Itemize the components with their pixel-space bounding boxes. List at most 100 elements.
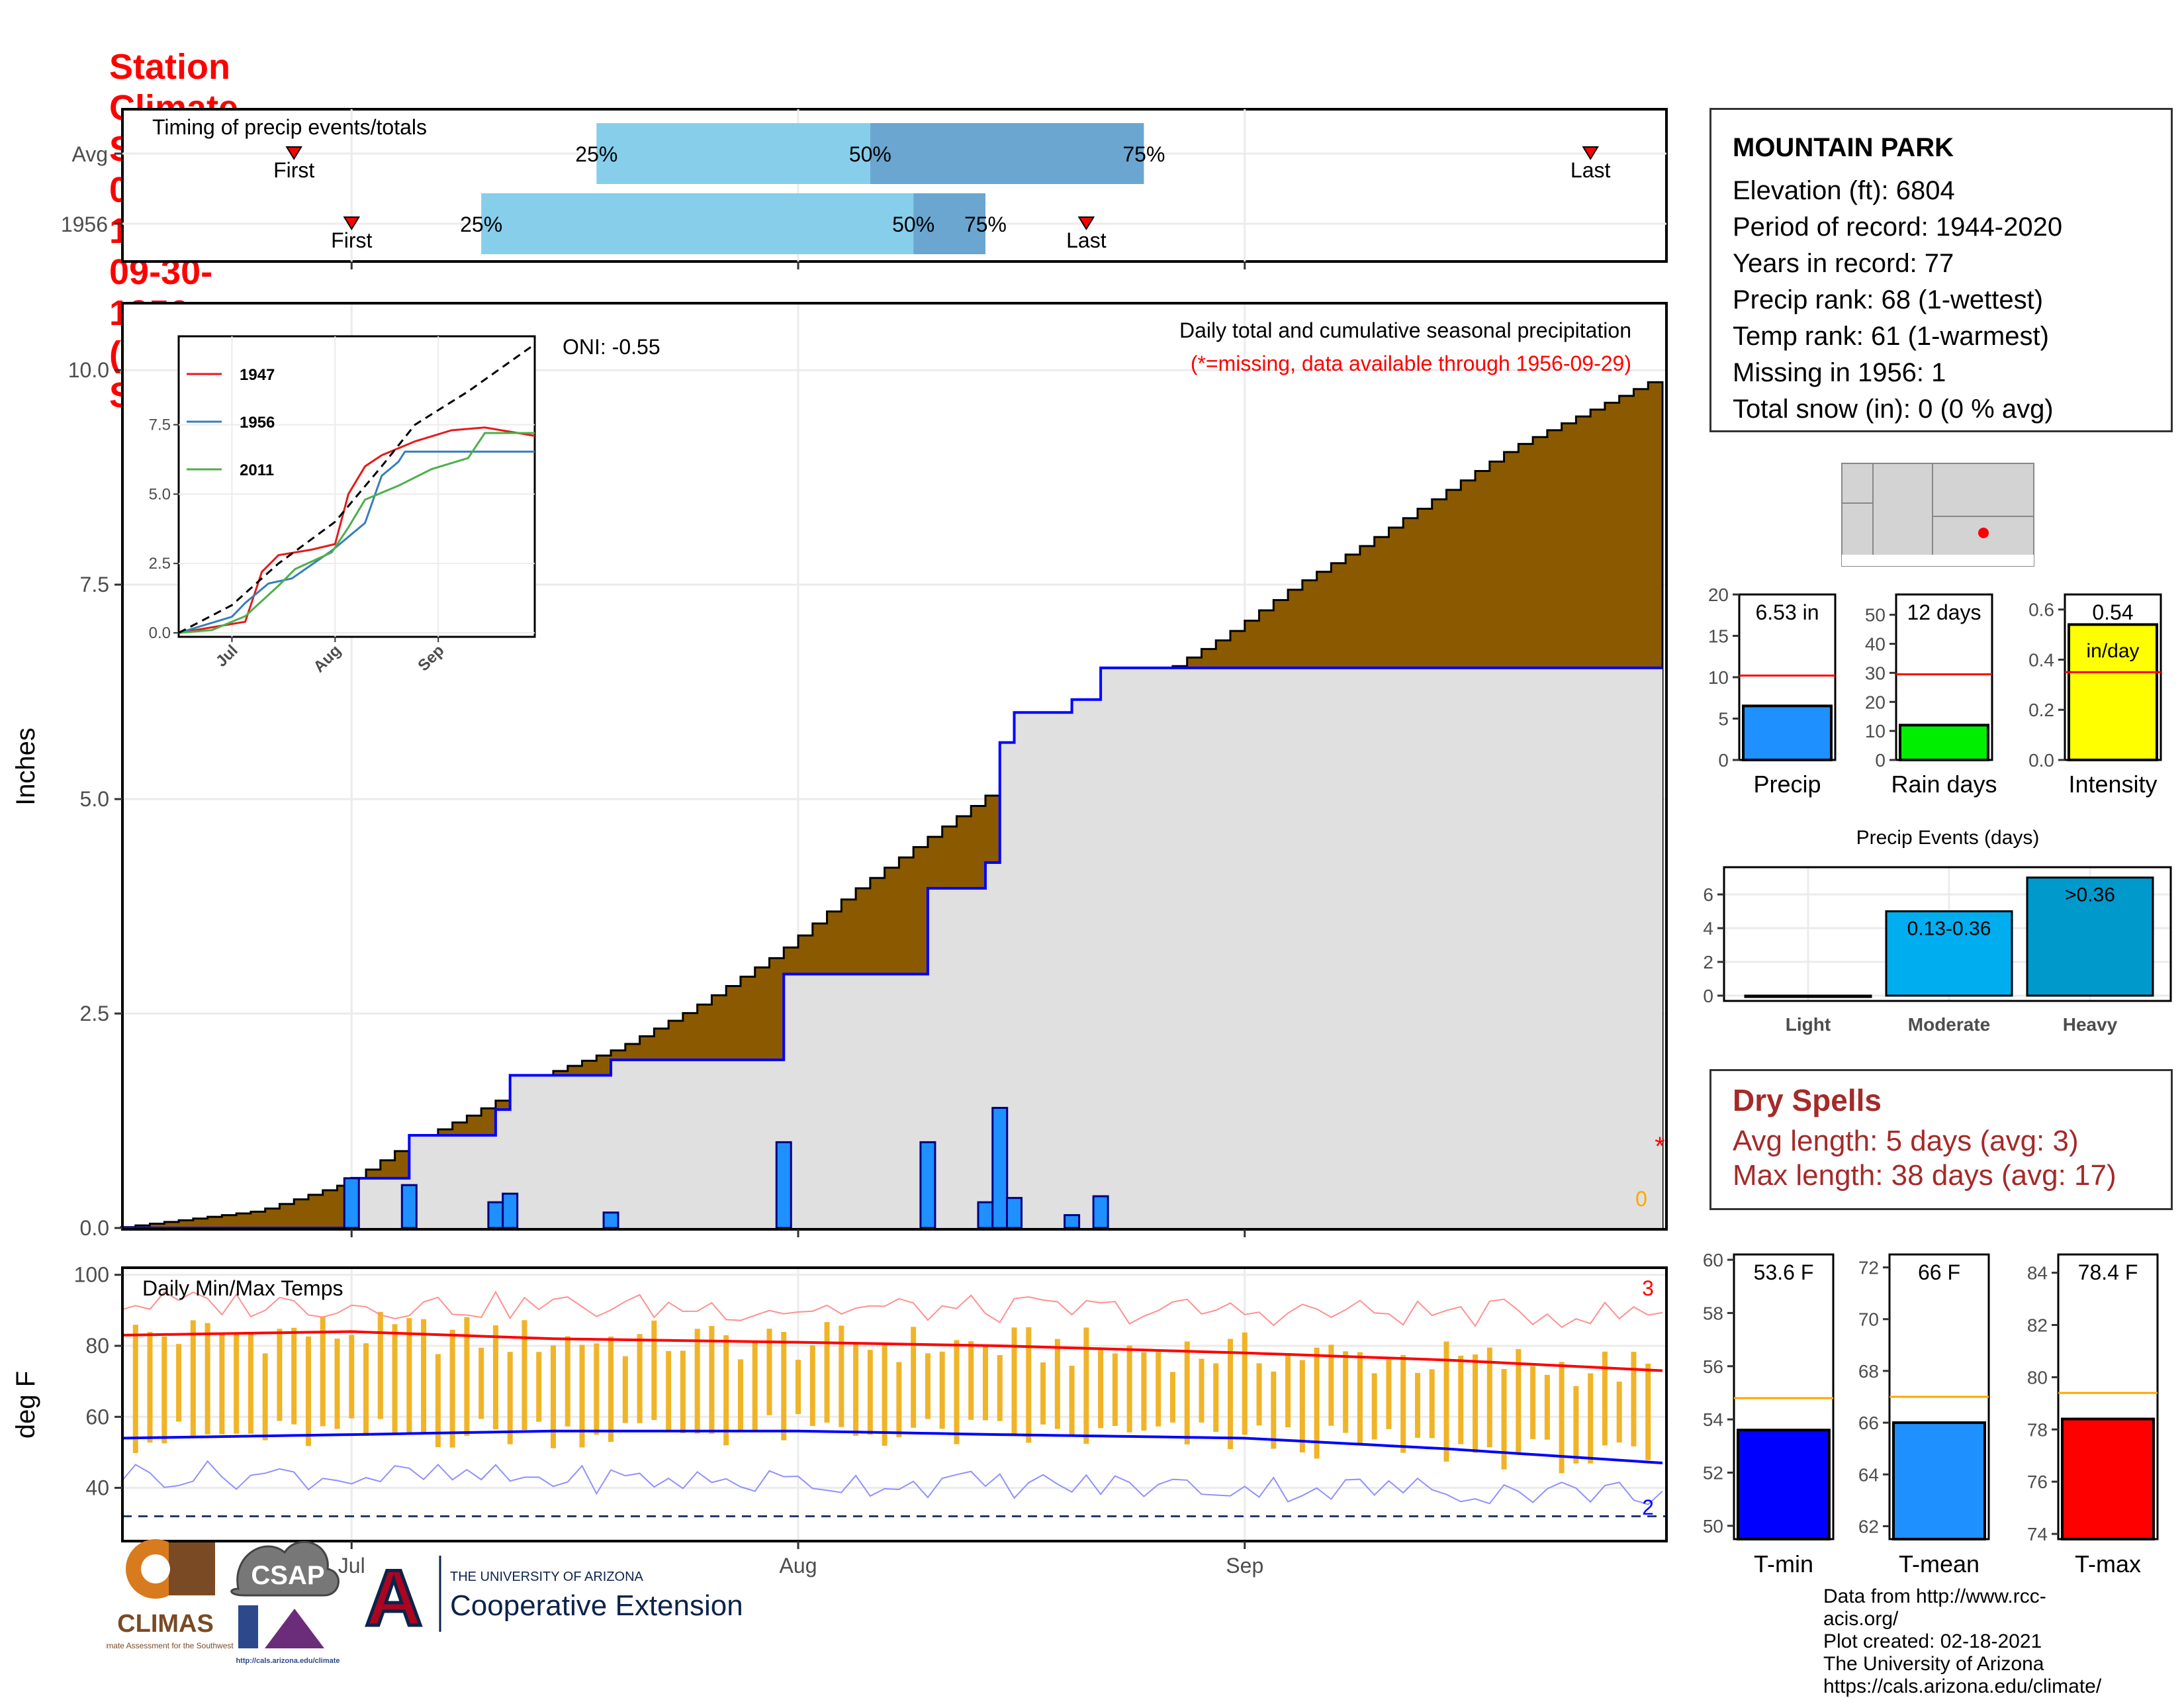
inset-y-tick-label: 2.5: [149, 555, 171, 573]
daily-temp-bar: [694, 1329, 700, 1434]
events-bar: [2026, 876, 2154, 997]
daily-temp-bar: [1400, 1354, 1406, 1453]
mini-y-tick-label: 56: [1703, 1356, 1723, 1377]
mini-chart-label: Precip: [1753, 771, 1821, 798]
mini-value-label: 6.53 in: [1755, 600, 1819, 624]
main-y-tick-label: 10.0: [68, 358, 109, 382]
mini-y-tick-label: 72: [1858, 1258, 1879, 1278]
mini-value-bar: [2061, 1417, 2155, 1541]
quartile-bar-low: [481, 193, 914, 254]
dry-spells-title: Dry Spells: [1733, 1083, 1882, 1117]
daily-temp-bar: [1486, 1347, 1492, 1448]
daily-temp-bar: [363, 1343, 369, 1437]
quartile-bar-high: [870, 123, 1144, 184]
daily-temp-bar: [1357, 1352, 1363, 1444]
record-low-line: [120, 1460, 1663, 1505]
csap-url-text: http://cals.arizona.edu/climate: [236, 1657, 340, 1665]
daily-temp-bar: [1184, 1341, 1190, 1444]
daily-temp-bar: [132, 1325, 138, 1453]
mini-y-tick-label: 0.4: [2028, 649, 2054, 670]
daily-temp-bar: [882, 1344, 887, 1446]
mini-y-tick-label: 20: [1708, 585, 1729, 605]
events-y-tick-label: 0: [1703, 986, 1713, 1006]
mini-y-tick-label: 30: [1865, 663, 1886, 683]
daily-temp-bar: [853, 1344, 859, 1436]
daily-temp-bar: [1156, 1352, 1161, 1427]
events-y-tick-label: 4: [1703, 918, 1713, 939]
year-cumulative-line: [121, 666, 1662, 1229]
daily-temp-bar: [666, 1350, 672, 1433]
station-name: MOUNTAIN PARK: [1733, 133, 1954, 162]
inset-y-tick-label: 0.0: [149, 624, 171, 642]
daily-temp-bar: [1069, 1366, 1075, 1435]
mini-y-tick-label: 76: [2027, 1472, 2048, 1492]
daily-temp-bar: [492, 1325, 498, 1430]
daily-temp-bar: [406, 1318, 412, 1433]
daily-temp-bar: [1098, 1347, 1104, 1429]
daily-temp-bar: [925, 1353, 931, 1419]
daily-temp-bar: [1169, 1372, 1175, 1423]
events-y-tick-label: 6: [1703, 884, 1713, 905]
temp-x-tick-label: Sep: [1226, 1554, 1263, 1578]
events-category-label: Heavy: [2063, 1014, 2118, 1035]
station-line: Precip rank: 68 (1-wettest): [1733, 285, 2044, 314]
csap-cloud-icon: [230, 1540, 340, 1597]
credit-line: The University of Arizona: [1823, 1653, 2044, 1675]
daily-temp-bar: [1544, 1374, 1550, 1440]
mini-y-tick-label: 0: [1875, 750, 1886, 771]
daily-temp-bar: [1213, 1363, 1219, 1433]
daily-temp-bar: [1271, 1371, 1277, 1449]
daily-temp-bar: [637, 1334, 643, 1423]
inset-legend-label: 1947: [240, 366, 275, 384]
climas-logo-text: CLIMAS: [117, 1610, 214, 1638]
mini-y-tick-label: 5: [1718, 709, 1729, 730]
daily-temp-bar: [997, 1354, 1003, 1421]
missing-marker: *: [1655, 1132, 1665, 1161]
event-marker: [285, 146, 302, 160]
temp-x-tick-label: Jul: [338, 1554, 365, 1578]
temp-y-tick-label: 100: [74, 1263, 109, 1287]
year-cumulative-area: [121, 667, 1662, 1228]
daily-temp-bar: [1602, 1351, 1608, 1446]
ua-logo-icon: A: [365, 1554, 423, 1642]
daily-temp-bar: [911, 1327, 917, 1428]
mini-y-tick-label: 50: [1703, 1516, 1723, 1536]
daily-temp-bar: [1429, 1369, 1435, 1439]
mini-y-tick-label: 84: [2027, 1263, 2048, 1284]
main-y-tick-label: 7.5: [80, 573, 109, 596]
daily-temp-bar: [1054, 1339, 1060, 1429]
daily-temp-bar: [1530, 1366, 1536, 1439]
daily-temp-bar: [248, 1332, 253, 1434]
daily-temp-bar: [234, 1332, 240, 1434]
events-title: Precip Events (days): [1856, 827, 2040, 849]
mini-value-bar: [1742, 704, 1833, 761]
daily-temp-bar: [968, 1341, 974, 1420]
csap-logo-text: CSAP: [251, 1561, 324, 1590]
daily-temp-bar: [262, 1353, 268, 1440]
inset-legend-label: 2011: [240, 461, 274, 479]
event-marker-label: Last: [1066, 228, 1107, 252]
csap-bars-icon: [238, 1605, 258, 1648]
mini-value-bar: [2068, 623, 2158, 761]
station-info: MOUNTAIN PARK Elevation (ft): 6804 Perio…: [1709, 108, 2173, 432]
daily-temp-bar: [320, 1317, 326, 1427]
mini-y-tick-label: 52: [1703, 1463, 1723, 1484]
daily-temp-bar: [809, 1345, 815, 1427]
daily-temp-bar: [752, 1341, 758, 1432]
daily-temp-bar: [305, 1336, 311, 1446]
daily-temp-bar: [176, 1344, 182, 1422]
quartile-bar-low: [596, 123, 870, 184]
daily-temp-bar: [1199, 1358, 1205, 1423]
mini-y-tick-label: 66: [1858, 1413, 1879, 1433]
pct-label: 75%: [1122, 142, 1165, 166]
mini-y-tick-label: 0.6: [2028, 600, 2054, 620]
oni-label: ONI: -0.55: [563, 335, 660, 359]
event-marker: [1077, 216, 1095, 230]
daily-temp-bar: [781, 1331, 787, 1440]
daily-temp-bar: [522, 1320, 527, 1431]
inset-y-tick-label: 7.5: [149, 416, 171, 434]
daily-temp-bar: [277, 1329, 283, 1421]
mini-chart-label: Intensity: [2068, 771, 2157, 798]
inset-y-tick-label: 5.0: [149, 485, 171, 503]
